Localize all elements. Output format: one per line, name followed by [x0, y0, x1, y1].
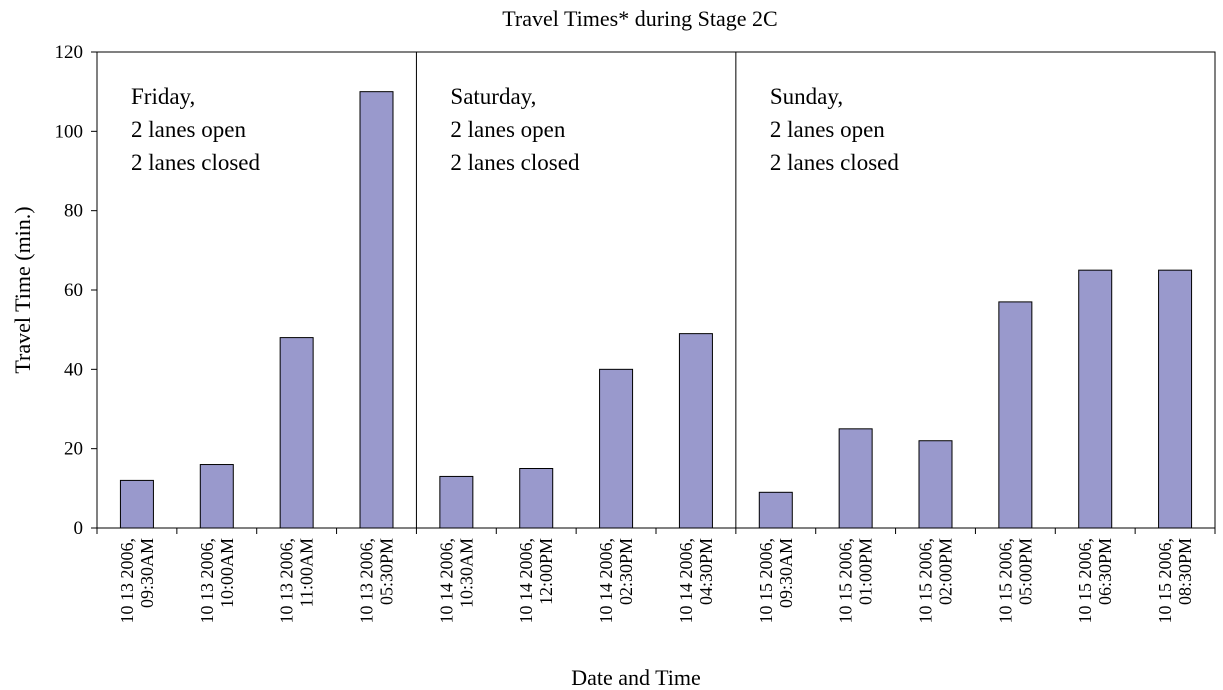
bar [119, 479, 154, 529]
bar [279, 337, 314, 529]
x-category-label-line: 10 15 2006, [756, 538, 776, 624]
bar [1078, 269, 1113, 529]
x-category-label-line: 09:30AM [776, 538, 796, 608]
bar [918, 440, 953, 529]
y-tick-label: 80 [64, 201, 83, 222]
x-category-label-line: 10 13 2006, [277, 538, 297, 624]
x-category-label-line: 05:00PM [1015, 538, 1035, 605]
x-category-label-line: 10 15 2006, [916, 538, 936, 624]
x-category-label-line: 10 14 2006, [516, 538, 536, 624]
x-category-label: 10 15 2006, 08:30PM [1155, 538, 1195, 624]
x-category-label: 10 14 2006, 10:30AM [436, 538, 476, 624]
bar [199, 464, 234, 529]
x-category-label-line: 10:00AM [217, 538, 237, 608]
section-annotation: 2 lanes closed [450, 150, 580, 175]
bar [758, 491, 793, 529]
x-category-label-line: 01:00PM [856, 538, 876, 605]
bar [998, 301, 1033, 529]
x-axis-title: Date and Time [571, 665, 701, 690]
x-category-label: 10 13 2006, 10:00AM [197, 538, 237, 624]
x-category-label-line: 10 14 2006, [436, 538, 456, 624]
x-category-label-line: 10 14 2006, [596, 538, 616, 624]
section-annotation: Saturday, [450, 84, 536, 109]
bar [519, 468, 554, 529]
bar [678, 333, 713, 529]
y-axis-title: Travel Time (min.) [10, 206, 35, 373]
bar [599, 368, 634, 529]
x-category-label-line: 10 15 2006, [1155, 538, 1175, 624]
y-tick-label: 120 [55, 42, 84, 63]
x-category-label-line: 10:30AM [456, 538, 476, 608]
section-annotation: 2 lanes closed [131, 150, 261, 175]
x-category-label-line: 02:30PM [616, 538, 636, 605]
y-tick-label: 100 [55, 121, 84, 142]
x-category-label: 10 15 2006, 06:30PM [1075, 538, 1115, 624]
section-annotation: Sunday, [770, 84, 843, 109]
bar [1158, 269, 1193, 529]
x-category-label: 10 14 2006, 04:30PM [676, 538, 716, 624]
x-category-label: 10 14 2006, 12:00PM [516, 538, 556, 624]
chart-title: Travel Times* during Stage 2C [502, 6, 777, 31]
bar [359, 91, 394, 529]
x-category-label-line: 02:00PM [936, 538, 956, 605]
section-annotation: Friday, [131, 84, 195, 109]
y-tick-label: 0 [74, 518, 84, 539]
x-category-label-line: 09:30AM [137, 538, 157, 608]
x-category-label-line: 11:00AM [297, 538, 317, 607]
y-tick-label: 40 [64, 359, 83, 380]
y-tick-label: 20 [64, 439, 83, 460]
x-category-label: 10 13 2006, 09:30AM [117, 538, 157, 624]
bar [439, 475, 474, 529]
section-annotation: 2 lanes open [450, 117, 565, 142]
x-category-label: 10 13 2006, 11:00AM [277, 538, 317, 624]
bar [838, 428, 873, 529]
section-annotation: 2 lanes closed [770, 150, 900, 175]
x-category-label-line: 04:30PM [696, 538, 716, 605]
x-category-label: 10 15 2006, 05:00PM [995, 538, 1035, 624]
x-category-label: 10 15 2006, 09:30AM [756, 538, 796, 624]
x-category-label-line: 10 13 2006, [197, 538, 217, 624]
x-category-label-line: 08:30PM [1175, 538, 1195, 605]
y-tick-label: 60 [64, 280, 83, 301]
plot-frame [96, 51, 1216, 529]
x-category-label-line: 10 13 2006, [117, 538, 137, 624]
x-category-label-line: 12:00PM [536, 538, 556, 605]
x-category-label-line: 10 15 2006, [995, 538, 1015, 624]
section-annotation: 2 lanes open [770, 117, 885, 142]
x-category-label-line: 05:30PM [377, 538, 397, 605]
x-category-label-line: 10 15 2006, [836, 538, 856, 624]
x-category-label: 10 15 2006, 02:00PM [916, 538, 956, 624]
x-category-label: 10 15 2006, 01:00PM [836, 538, 876, 624]
x-category-label: 10 13 2006, 05:30PM [357, 538, 397, 624]
x-category-label-line: 06:30PM [1095, 538, 1115, 605]
x-category-label-line: 10 13 2006, [357, 538, 377, 624]
x-category-label-line: 10 14 2006, [676, 538, 696, 624]
x-category-label-line: 10 15 2006, [1075, 538, 1095, 624]
section-annotation: 2 lanes open [131, 117, 246, 142]
x-category-label: 10 14 2006, 02:30PM [596, 538, 636, 624]
